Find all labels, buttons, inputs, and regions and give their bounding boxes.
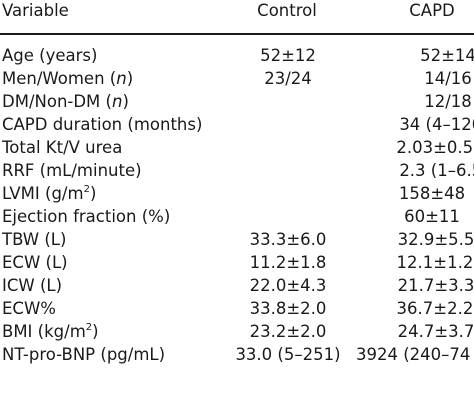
row-control-value: 33.8±2.0: [249, 299, 327, 318]
table-row: Men/Women (n) 23/24 14/16: [0, 67, 474, 90]
row-control-value: 23/24: [264, 69, 312, 88]
row-control-value: [222, 90, 354, 113]
row-variable: TBW (L): [2, 230, 67, 249]
row-capd-value: 24.7±3.7: [397, 322, 474, 341]
table-row: ECW% 33.8±2.0 36.7±2.2a: [0, 297, 474, 320]
row-capd-value: 52±14: [420, 46, 474, 65]
row-control-value: 33.0 (5–251): [235, 345, 341, 364]
header-rule: [0, 33, 474, 35]
row-control-value: [222, 113, 354, 136]
row-control-value: 52±12: [260, 46, 316, 65]
row-control-value: [222, 159, 354, 182]
row-capd-value: 34 (4–120): [399, 115, 474, 134]
row-variable: ICW (L): [2, 276, 63, 295]
row-variable: Men/Women (n): [2, 69, 134, 88]
row-capd-value: 14/16: [424, 69, 472, 88]
table-row: Ejection fraction (%) 60±11: [0, 205, 474, 228]
table-header-row: Variable Control CAPD: [0, 0, 474, 22]
row-variable: Age (years): [2, 46, 98, 65]
row-control-value: 22.0±4.3: [249, 276, 327, 295]
row-capd-value: 2.03±0.51: [396, 138, 474, 157]
row-capd-value: 21.7±3.3: [397, 276, 474, 295]
header-control: Control: [257, 1, 317, 20]
row-capd-value: 60±11: [404, 207, 460, 226]
table-row: Total Kt/V urea 2.03±0.51: [0, 136, 474, 159]
row-capd-value: 12/18: [424, 92, 472, 111]
row-variable: ECW%: [2, 299, 56, 318]
row-capd-value: 36.7±2.2a: [396, 299, 474, 318]
row-capd-value: 158±48: [398, 184, 466, 203]
row-variable: ECW (L): [2, 253, 68, 272]
row-capd-value: 32.9±5.5: [397, 230, 474, 249]
row-control-value: [222, 182, 354, 205]
row-variable: CAPD duration (months): [2, 115, 203, 134]
row-capd-value: 3924 (240–74: [356, 345, 471, 364]
row-capd-value: 2.3 (1–6.5): [399, 161, 474, 180]
row-variable: DM/Non-DM (n): [2, 92, 129, 111]
row-control-value: [222, 136, 354, 159]
table-row: TBW (L) 33.3±6.0 32.9±5.5: [0, 228, 474, 251]
header-variable: Variable: [2, 1, 69, 20]
row-variable: Total Kt/V urea: [2, 138, 123, 157]
table-row: NT-pro-BNP (pg/mL) 33.0 (5–251) 3924 (24…: [0, 343, 474, 366]
row-variable: BMI (kg/m2): [2, 322, 99, 341]
table-row: RRF (mL/minute) 2.3 (1–6.5): [0, 159, 474, 182]
row-variable: Ejection fraction (%): [2, 207, 171, 226]
header-capd: CAPD: [409, 1, 455, 20]
row-variable: RRF (mL/minute): [2, 161, 142, 180]
table-row: DM/Non-DM (n) 12/18: [0, 90, 474, 113]
row-control-value: 33.3±6.0: [249, 230, 327, 249]
table-row: LVMI (g/m2) 158±48: [0, 182, 474, 205]
row-control-value: [222, 205, 354, 228]
row-control-value: 23.2±2.0: [249, 322, 327, 341]
row-variable: LVMI (g/m2): [2, 184, 97, 203]
table-row: ICW (L) 22.0±4.3 21.7±3.3: [0, 274, 474, 297]
row-control-value: 11.2±1.8: [249, 253, 327, 272]
table-row: BMI (kg/m2) 23.2±2.0 24.7±3.7: [0, 320, 474, 343]
table-row: ECW (L) 11.2±1.8 12.1±1.2a: [0, 251, 474, 274]
row-variable: NT-pro-BNP (pg/mL): [2, 345, 166, 364]
table-row: CAPD duration (months) 34 (4–120): [0, 113, 474, 136]
row-capd-value: 12.1±1.2a: [396, 253, 474, 272]
table-row: Age (years) 52±12 52±14: [0, 44, 474, 67]
